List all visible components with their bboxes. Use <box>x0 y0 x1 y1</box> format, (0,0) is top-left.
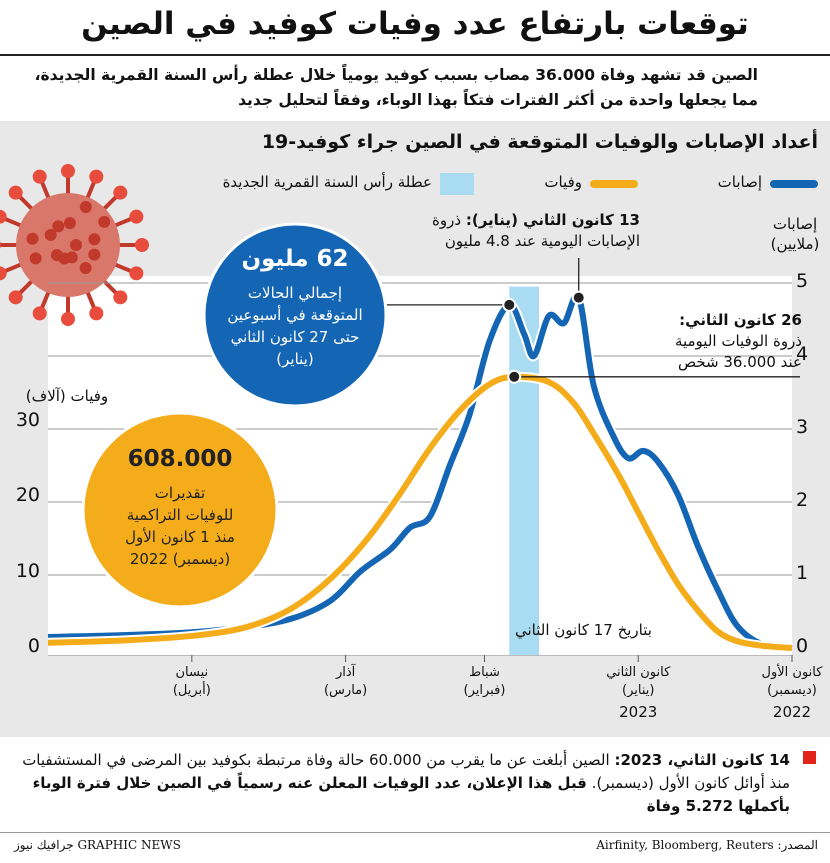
virus-spike-tip <box>129 209 144 224</box>
virus-surface-dot <box>88 248 101 261</box>
virus-spike-tip <box>32 169 47 184</box>
header-rule <box>0 54 830 56</box>
virus-spike-tip <box>61 312 75 326</box>
right-axis-title: إصابات (ملايين) <box>770 215 820 253</box>
brand-credit: GRAPHIC NEWS جرافيك نيوز <box>14 838 181 852</box>
cases-bubble-value: 62 مليون <box>241 246 349 272</box>
virus-surface-dot <box>65 251 78 264</box>
virus-spike-tip <box>135 238 149 252</box>
legend-deaths: وفيات <box>544 173 582 191</box>
estimate-date-note: بتاريخ 17 كانون الثاني <box>515 621 652 639</box>
right-tick-label: 3 <box>796 416 809 438</box>
cases-bubble <box>202 222 388 408</box>
area-under-infections <box>48 295 792 655</box>
peak-deaths-marker <box>507 369 522 384</box>
right-tick-label: 5 <box>796 270 809 292</box>
x-tick-label: كانون الثاني (يناير) 2023 <box>606 665 671 721</box>
x-tick-label: نيسان (أبريل) <box>172 665 211 698</box>
x-tick-marks <box>191 655 793 662</box>
x-tick-label: كانون الأول (ديسمبر) 2022 <box>761 665 823 721</box>
footer-rule <box>0 832 830 833</box>
virus-body <box>16 193 120 297</box>
deaths-bubble <box>81 411 279 609</box>
annotation-leaders <box>383 258 800 384</box>
virus-spike-tip <box>0 266 7 281</box>
legend-swatch-infections <box>770 180 818 188</box>
left-tick-label: 30 <box>15 409 40 431</box>
virus-spike-tip <box>89 306 104 321</box>
virus-surface-dot <box>26 232 39 245</box>
left-tick-label: 0 <box>27 635 40 657</box>
left-axis-title: وفيات (آلاف) <box>25 387 109 405</box>
peak-deaths-annotation: 26 كانون الثاني: ذروة الوفيات اليومية عن… <box>674 311 802 371</box>
legend-swatch-deaths <box>590 180 638 188</box>
virus-surface-dot <box>79 200 92 213</box>
virus-spike-tip <box>113 185 128 200</box>
right-tick-label: 0 <box>796 635 809 657</box>
x-tick-label: آذار (مارس) <box>323 665 368 698</box>
virus-spike-tip <box>0 241 1 249</box>
virus-surface-dot <box>63 217 76 230</box>
virus-spike-tip <box>8 185 23 200</box>
virus-spike-tip <box>61 164 75 178</box>
subtitle-line-1: الصين قد تشهد وفاة 36.000 مصاب بسبب كوفي… <box>34 66 758 84</box>
peak-infections-marker <box>571 290 586 305</box>
x-tick-label: شباط (فبراير) <box>463 665 506 698</box>
left-tick-label: 10 <box>15 559 40 582</box>
virus-surface-dot <box>79 262 92 275</box>
peak-infections-annotation: 13 كانون الثاني (يناير): ذروة الإصابات ا… <box>432 211 640 250</box>
footnote-marker <box>803 751 816 764</box>
virus-surface-dot <box>70 239 82 251</box>
left-tick-label: 20 <box>15 484 40 507</box>
virus-surface-dot <box>88 233 101 246</box>
virus-spike-tip <box>113 290 128 305</box>
legend-swatch-holiday <box>440 173 474 195</box>
subtitle-line-2: مما يجعلها واحدة من أكثر الفترات فتكاً ب… <box>238 91 758 109</box>
deaths-bubble-value: 608.000 <box>127 446 233 472</box>
right-tick-label: 1 <box>796 562 809 584</box>
page-title: توقعات بارتفاع عدد وفيات كوفيد في الصين <box>81 6 749 42</box>
footnote: 14 كانون الثاني، 2023: الصين أبلغت عن ما… <box>22 751 790 815</box>
virus-surface-dot <box>98 215 111 228</box>
virus-spike-tip <box>89 169 104 184</box>
right-tick-label: 4 <box>796 343 809 365</box>
cases-bubble-marker <box>502 297 517 312</box>
virus-spike-tip <box>129 266 144 281</box>
virus-surface-dot <box>29 252 42 265</box>
virus-surface-dot <box>52 220 65 233</box>
virus-spike-tip <box>8 290 23 305</box>
virus-spike-tip <box>32 306 47 321</box>
coronavirus-illustration-icon <box>0 164 149 326</box>
source-credit: المصدر: Airfinity, Bloomberg, Reuters <box>596 838 818 852</box>
chart-title: أعداد الإصابات والوفيات المتوقعة في الصي… <box>261 131 818 153</box>
infections-line <box>47 292 793 651</box>
deaths-bubble-text: تقديرات للوفيات التراكمية منذ 1 كانون ال… <box>125 484 235 568</box>
virus-spike-tip <box>0 209 7 224</box>
right-tick-label: 2 <box>796 489 809 511</box>
legend-holiday: عطلة رأس السنة القمرية الجديدة <box>222 173 432 191</box>
virus-surface-dot <box>44 228 57 241</box>
cases-bubble-text: إجمالي الحالات المتوقعة في أسبوعين حتى 2… <box>227 284 363 368</box>
legend-infections: إصابات <box>717 173 762 191</box>
